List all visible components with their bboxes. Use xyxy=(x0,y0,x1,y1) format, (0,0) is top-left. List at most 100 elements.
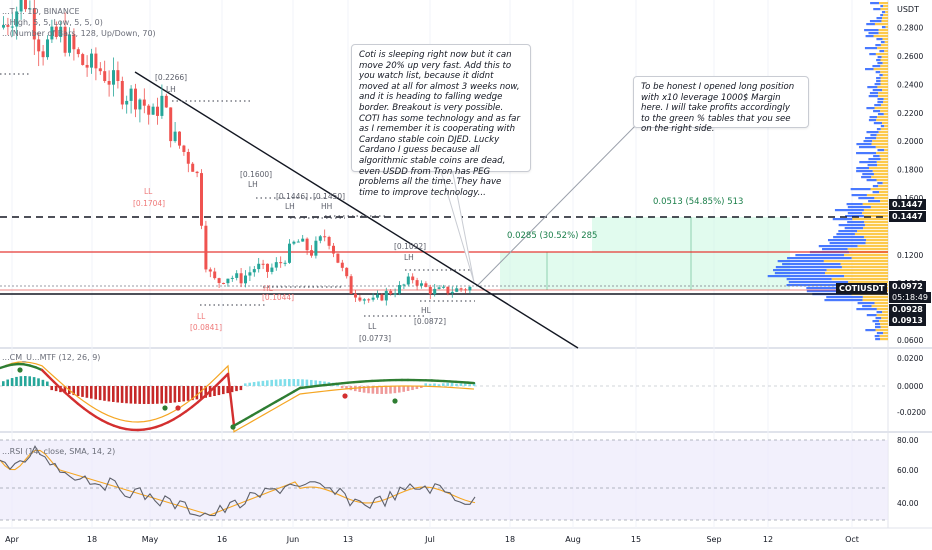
candle-body xyxy=(129,88,133,101)
volume-profile-bar-down xyxy=(877,86,888,89)
candle-body xyxy=(380,294,384,301)
volume-profile-bar-down xyxy=(882,74,888,77)
macd-signal-line[interactable] xyxy=(0,361,475,433)
indicator-legend-2[interactable]: ...(Number of Bars, 128, Up/Down, 70) xyxy=(2,29,156,38)
volume-profile-bar-up xyxy=(869,116,878,119)
volume-profile-bar-up xyxy=(872,191,880,194)
target-zone-1[interactable] xyxy=(500,252,592,290)
volume-profile-bar-up xyxy=(847,206,871,209)
volume-profile-bar-down xyxy=(876,119,888,122)
time-label: May xyxy=(142,535,159,544)
volume-profile-bar-up xyxy=(877,149,885,152)
macd-histogram-bar xyxy=(274,379,278,386)
falling-wedge-upper-line[interactable] xyxy=(134,71,579,349)
macd-histogram-bar xyxy=(464,383,467,386)
macd-histogram-bar xyxy=(389,386,392,394)
candle-body xyxy=(274,262,278,268)
volume-profile-bar-down xyxy=(883,98,888,101)
candle-body xyxy=(411,276,415,281)
macd-line-segment xyxy=(58,386,68,395)
pivot-label: [0.1450] xyxy=(313,192,345,201)
macd-line-segment xyxy=(82,407,92,415)
volume-profile-bar-down xyxy=(879,320,888,323)
macd-histogram-bar xyxy=(398,386,401,393)
macd-histogram-bar xyxy=(288,379,291,386)
volume-profile-bar-down xyxy=(880,71,888,74)
macd-histogram-bar xyxy=(147,386,150,404)
volume-profile-bar-up xyxy=(874,83,881,86)
volume-profile-bar-up xyxy=(861,176,872,179)
candle-body xyxy=(2,25,5,28)
target-1-label[interactable]: 0.0285 (30.52%) 285 xyxy=(507,231,597,241)
macd-line-segment xyxy=(52,380,62,389)
candle-body xyxy=(94,53,98,69)
volume-profile-bar-down xyxy=(877,116,888,119)
target-2-label[interactable]: 0.0513 (54.85%) 513 xyxy=(653,197,743,207)
volume-profile-bar-up xyxy=(806,290,849,293)
rsi-legend[interactable]: ...RSI (14, close, SMA, 14, 2) xyxy=(2,447,116,456)
volume-profile-bar-down xyxy=(870,188,888,191)
macd-histogram[interactable] xyxy=(2,376,476,404)
candle-body xyxy=(279,262,283,264)
volume-profile-bar-up xyxy=(872,185,879,188)
macd-line-segment xyxy=(208,384,218,393)
macd-histogram-bar xyxy=(160,386,163,404)
volume-profile-bar-up xyxy=(788,281,849,284)
volume-profile-bar-down xyxy=(885,26,888,29)
candle-body xyxy=(19,0,23,12)
volume-profile-bar-down xyxy=(875,146,888,149)
candle-body xyxy=(459,288,463,290)
last-price-tag: 0.0972 xyxy=(889,281,926,292)
candle-body xyxy=(252,269,256,273)
volume-profile-bar-up xyxy=(862,173,874,176)
candle-body xyxy=(398,285,401,294)
macd-line-segment xyxy=(196,395,206,404)
candle-body xyxy=(182,145,186,152)
idea-note-right[interactable]: To be honest I opened long position with… xyxy=(633,76,809,134)
volume-profile-bar-up xyxy=(880,41,885,44)
macd-histogram-bar xyxy=(415,386,419,390)
volume-profile-bar-up xyxy=(863,140,873,143)
volume-profile-bar-down xyxy=(878,92,888,95)
macd-histogram-bar xyxy=(459,383,463,386)
macd-histogram-bar xyxy=(384,386,388,394)
idea-note-left[interactable]: Coti is sleeping right now but it can mo… xyxy=(351,44,531,198)
symbol-header[interactable]: ...T ... 1D, BINANCE xyxy=(2,7,80,16)
macd-histogram-bar xyxy=(107,386,111,402)
volume-profile-bar-up xyxy=(818,245,858,248)
macd-histogram-bar xyxy=(393,386,397,394)
volume-profile-bar-up xyxy=(876,77,881,80)
macd-histogram-bar xyxy=(244,383,247,386)
volume-profile-bar-down xyxy=(883,113,888,116)
candle-body xyxy=(450,291,454,294)
candle-body xyxy=(6,25,10,27)
candle-body xyxy=(173,131,177,142)
macd-histogram-bar xyxy=(186,386,190,401)
rsi-line[interactable] xyxy=(0,445,476,517)
candlestick-series[interactable] xyxy=(2,0,472,306)
volume-profile-bar-up xyxy=(775,266,842,269)
volume-profile-bar-up xyxy=(872,320,880,323)
macd-histogram-bar xyxy=(195,386,199,400)
macd-legend[interactable]: ...CM_U...MTF (12, 26, 9) xyxy=(2,353,101,362)
candle-body xyxy=(90,53,93,68)
volume-profile-bar-down xyxy=(883,101,888,104)
volume-profile-bar-down xyxy=(881,56,888,59)
candle-body xyxy=(41,51,45,58)
candle-body xyxy=(367,299,371,301)
volume-profile-bar-up xyxy=(856,308,877,311)
volume-profile-bar-up xyxy=(838,224,865,227)
candle-body xyxy=(248,272,252,276)
macd-line-segment xyxy=(226,372,236,427)
volume-profile-bar-down xyxy=(843,254,888,257)
indicator-legend-1[interactable]: ...High, 5, 5, Low, 5, 5, 0) xyxy=(2,18,103,27)
macd-histogram-bar xyxy=(323,381,326,386)
macd-histogram-bar xyxy=(98,386,102,401)
candle-body xyxy=(468,286,472,291)
candle-body xyxy=(213,271,217,279)
volume-profile-bar-up xyxy=(829,242,866,245)
volume-profile-bar-down xyxy=(881,20,888,23)
macd-line[interactable] xyxy=(0,362,476,432)
volume-profile xyxy=(767,2,888,341)
